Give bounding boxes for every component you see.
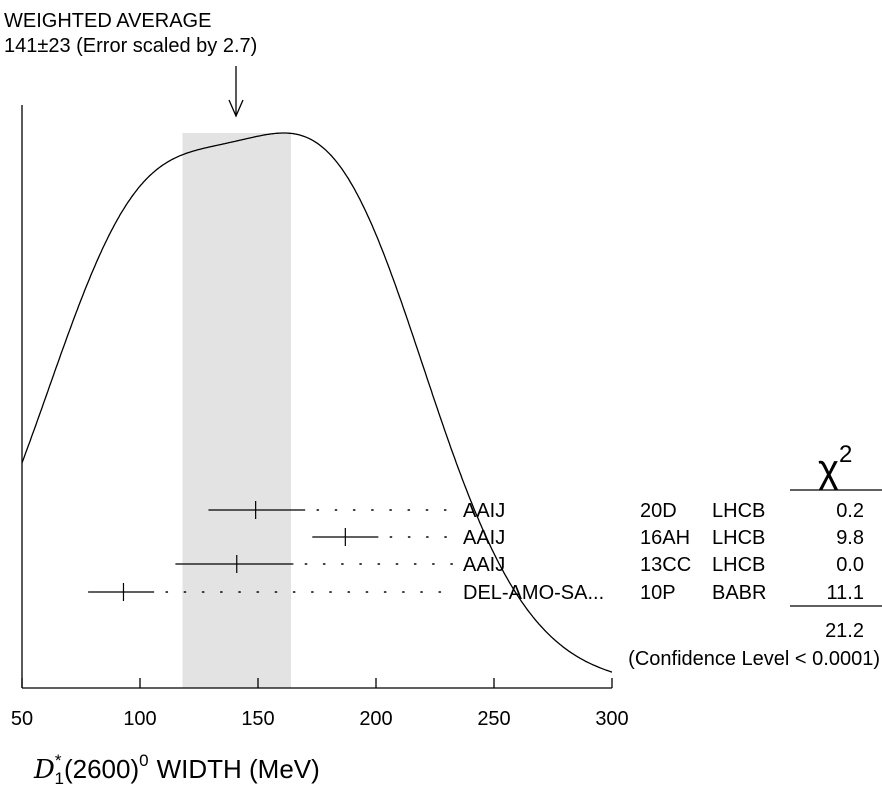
chi2-total: 21.2 [825, 620, 864, 642]
measurement-ref: 20D [640, 500, 677, 522]
x-axis-label: D* 1(2600)0 WIDTH (MeV) [33, 751, 320, 788]
x-label-tail: WIDTH (MeV) [157, 754, 320, 784]
measurement-ref: 10P [640, 582, 676, 604]
x-label-rest: (2600) [64, 754, 139, 784]
x-tick-label: 200 [359, 708, 392, 730]
measurement-row: AAIJ 16AH LHCB 9.8 [312, 527, 864, 549]
x-label-rest-sup: 0 [139, 751, 148, 770]
weighted-average-band [182, 133, 292, 688]
measurement-chi2: 0.2 [836, 500, 864, 522]
measurement-author: AAIJ [463, 500, 505, 522]
measurement-experiment: LHCB [712, 500, 765, 522]
measurement-experiment: LHCB [712, 554, 765, 576]
x-tick-label: 50 [11, 708, 33, 730]
ideogram-curve [21, 132, 613, 673]
chi2-symbol: χ [818, 447, 839, 491]
measurement-chi2: 11.1 [827, 582, 864, 604]
chi2-superscript: 2 [839, 441, 852, 468]
measurement-row: AAIJ 20D LHCB 0.2 [208, 500, 864, 522]
measurement-experiment: BABR [712, 582, 766, 604]
measurements-group: AAIJ 20D LHCB 0.2 AAIJ 16AH LHCB 9.8 AAIJ 13CC LHC… [88, 500, 864, 604]
x-tick-label: 100 [123, 708, 156, 730]
measurement-author: AAIJ [463, 527, 505, 549]
x-label-base: D [33, 755, 55, 785]
measurement-row: AAIJ 13CC LHCB 0.0 [175, 554, 864, 576]
measurement-chi2: 9.8 [836, 527, 864, 549]
average-arrow-icon [228, 66, 244, 118]
measurement-chi2: 0.0 [836, 554, 864, 576]
x-tick-label: 250 [477, 708, 510, 730]
chi2-header: χ2 [818, 441, 852, 491]
x-label-sub: 1 [54, 769, 63, 788]
x-tick-label: 300 [595, 708, 628, 730]
x-label-sup: * [55, 751, 62, 770]
chart-subtitle: 141±23 (Error scaled by 2.7) [4, 35, 257, 57]
measurement-ref: 13CC [640, 554, 691, 576]
measurement-ref: 16AH [640, 527, 690, 549]
x-tick-label: 150 [241, 708, 274, 730]
x-axis-ticks: 50 100 150 200 250 300 [11, 678, 629, 730]
measurement-author: AAIJ [463, 554, 505, 576]
confidence-level: (Confidence Level < 0.0001) [628, 648, 880, 670]
measurement-experiment: LHCB [712, 527, 765, 549]
measurement-author: DEL-AMO-SA... [463, 582, 604, 604]
measurement-row: DEL-AMO-SA... 10P BABR 11.1 [88, 582, 864, 604]
chart-title: WEIGHTED AVERAGE [4, 10, 211, 32]
